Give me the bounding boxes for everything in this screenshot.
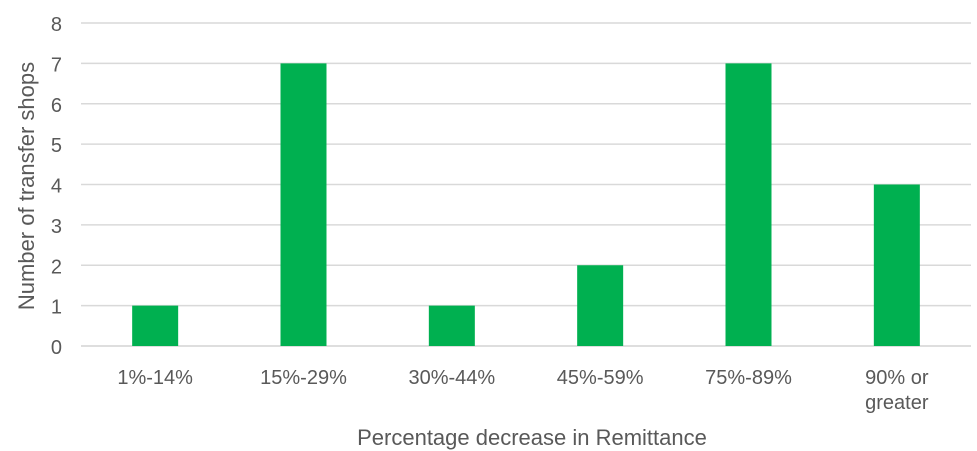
bar (873, 184, 920, 346)
x-tick-label: 90% or greater (865, 367, 929, 414)
bar (280, 63, 327, 346)
bar (132, 305, 179, 346)
bar (577, 265, 624, 346)
y-tick-label: 7 (51, 54, 62, 76)
y-tick-label: 5 (51, 135, 62, 157)
x-tick-label: 1%-14% (117, 367, 193, 389)
y-axis-tick-labels: 0 1 2 3 4 5 6 7 8 (51, 14, 62, 359)
x-tick-label: 30%-44% (408, 367, 495, 389)
y-tick-label: 1 (51, 297, 62, 319)
y-tick-label: 8 (51, 14, 62, 36)
bar (428, 305, 475, 346)
y-tick-label: 0 (51, 337, 62, 359)
x-tick-label-line: 30%-44% (408, 367, 495, 389)
x-tick-label-line: 1%-14% (117, 367, 193, 389)
bar (725, 63, 772, 346)
x-tick-label: 75%-89% (705, 367, 792, 389)
y-tick-label: 6 (51, 95, 62, 117)
x-axis-title: Percentage decrease in Remittance (357, 425, 707, 450)
x-tick-label-line: 75%-89% (705, 367, 792, 389)
bars (132, 63, 920, 346)
x-tick-label: 15%-29% (260, 367, 347, 389)
y-tick-label: 4 (51, 176, 62, 198)
x-axis-tick-labels: 1%-14% 15%-29% 30%-44% 45%-59% 75%-89% 90% or… (117, 367, 928, 414)
x-tick-label: 45%-59% (557, 367, 644, 389)
y-tick-label: 3 (51, 216, 62, 238)
y-axis-title: Number of transfer shops (14, 62, 39, 310)
x-tick-label-line: 15%-29% (260, 367, 347, 389)
x-tick-label-line: 90% or (865, 367, 929, 389)
gridlines (81, 22, 971, 347)
x-tick-label-line: greater (865, 392, 929, 414)
x-tick-label-line: 45%-59% (557, 367, 644, 389)
y-tick-label: 2 (51, 256, 62, 278)
